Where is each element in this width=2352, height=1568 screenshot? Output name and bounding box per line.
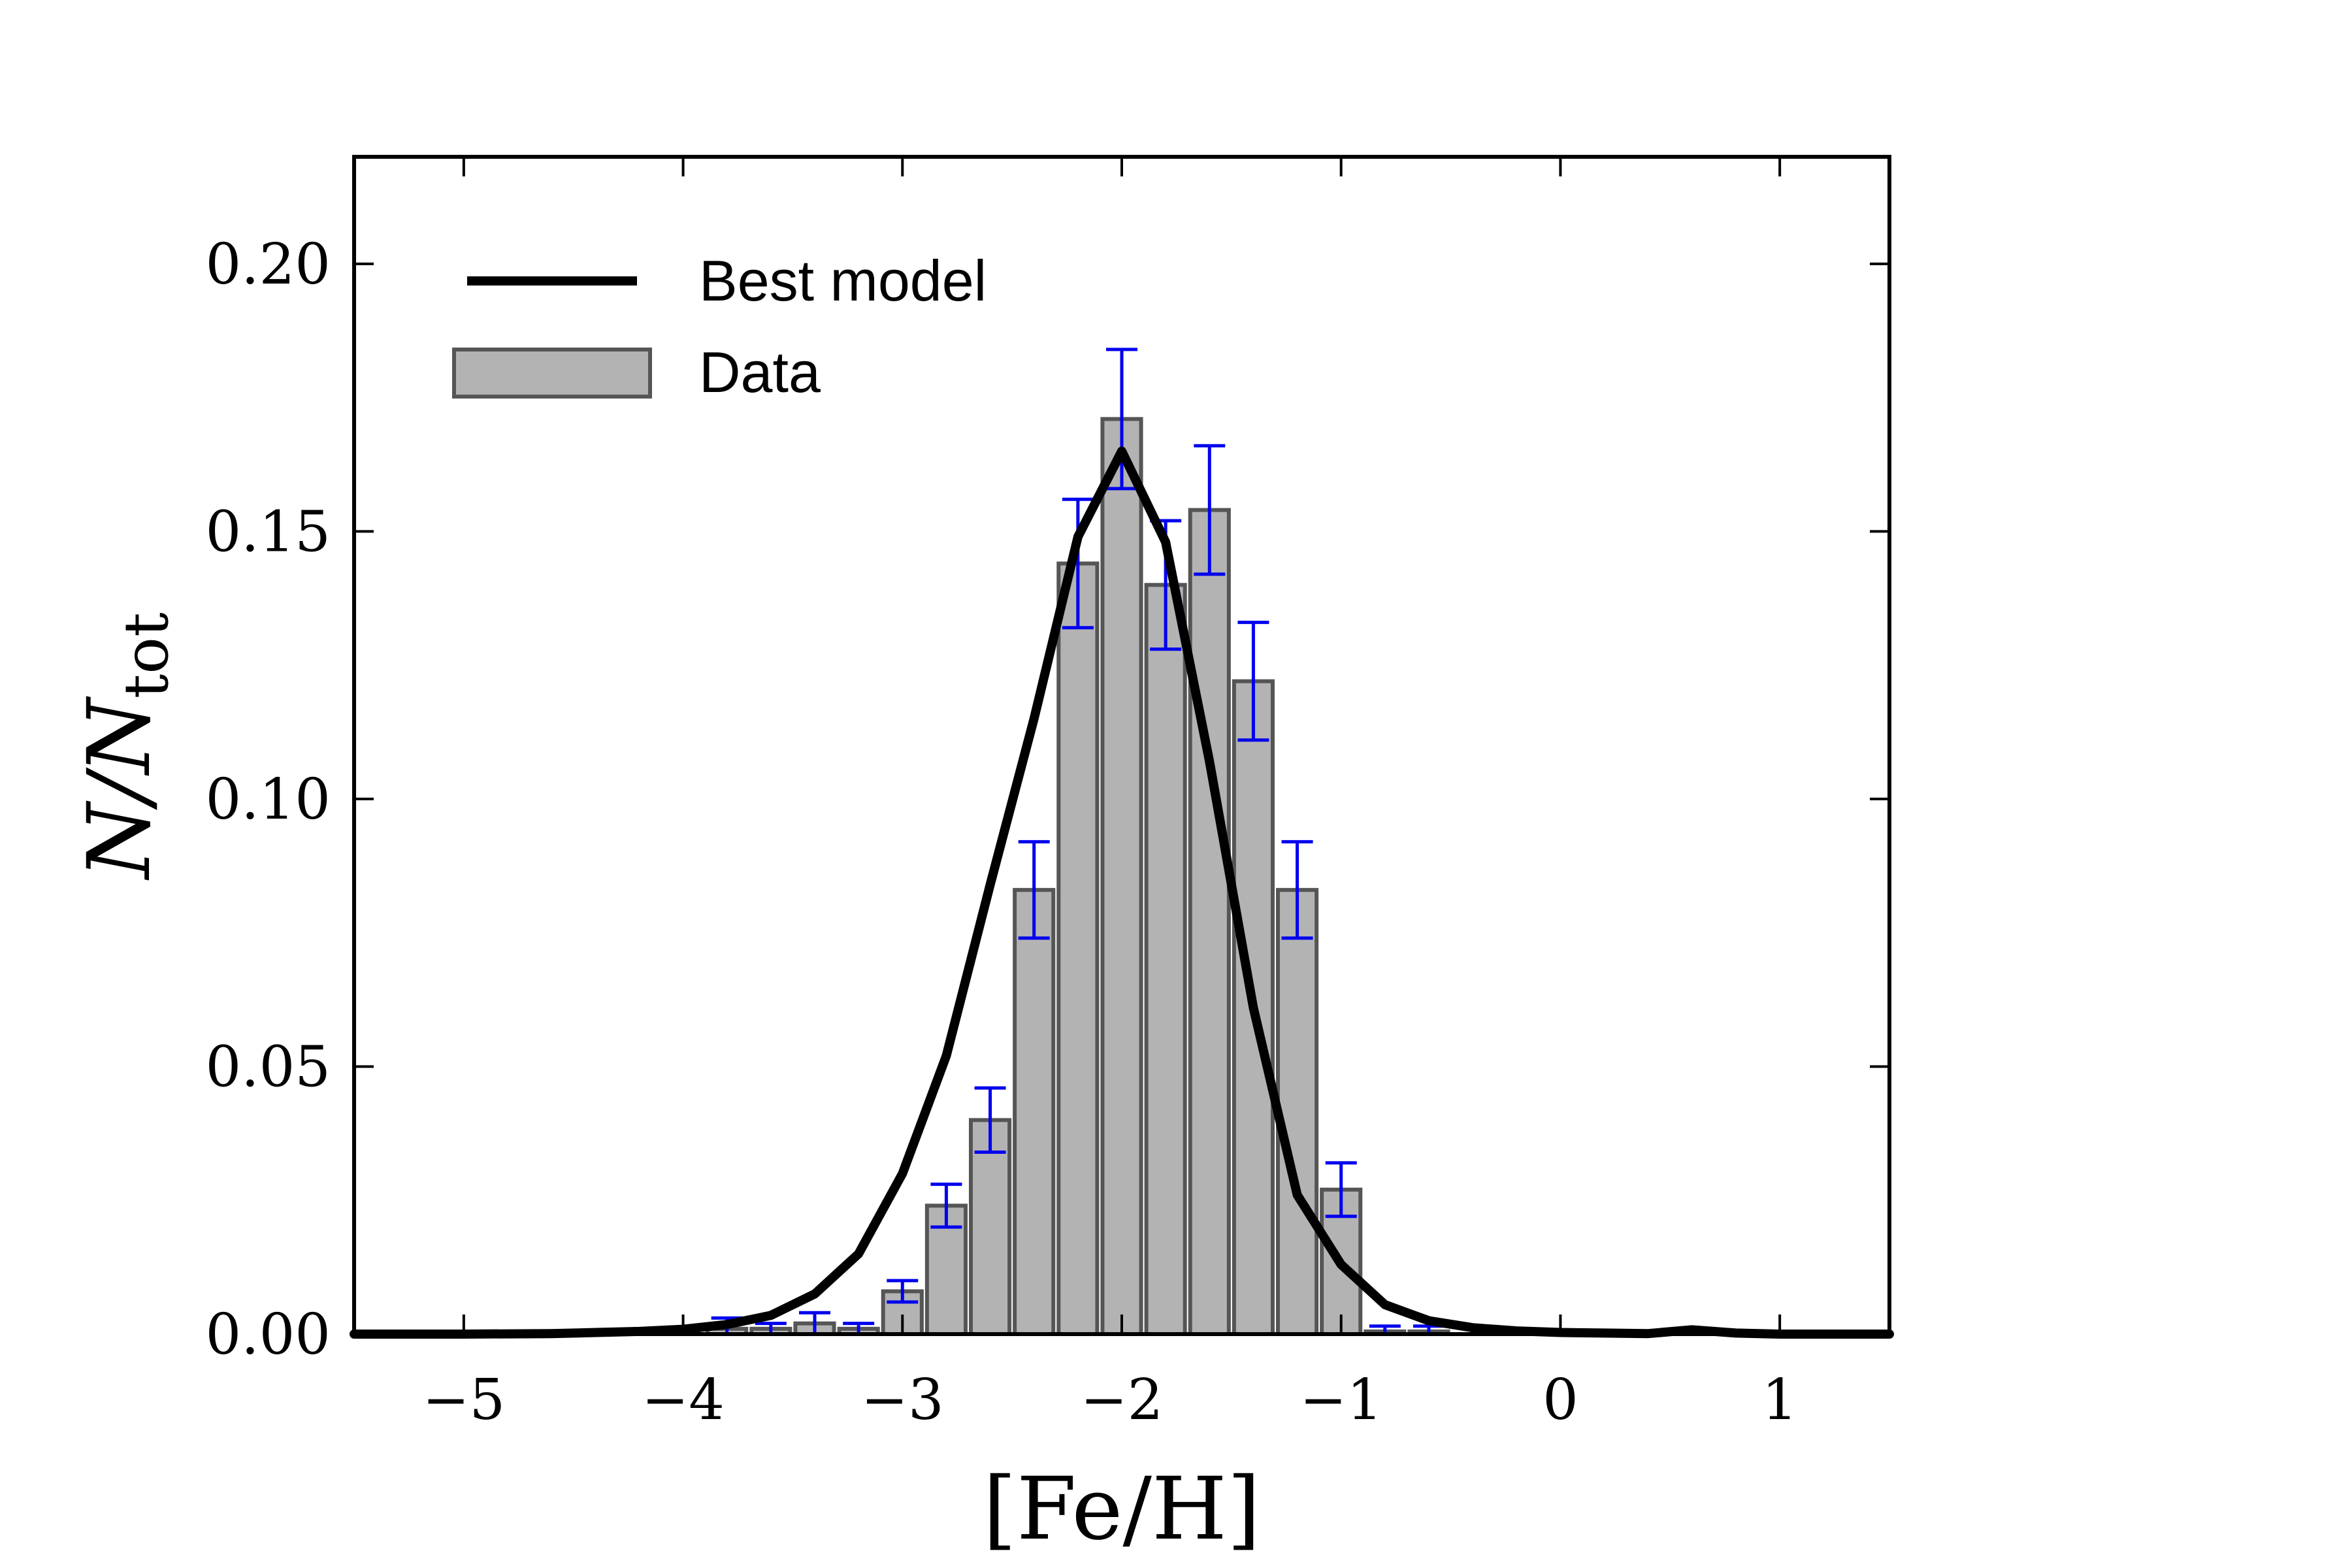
- x-tick-label: −3: [861, 1367, 944, 1433]
- y-tick-label: 0.00: [206, 1302, 331, 1367]
- histogram-bar: [1056, 561, 1100, 1337]
- histogram-bar: [969, 1118, 1012, 1336]
- y-axis-label-subscript: tot: [111, 612, 182, 698]
- histogram-bar: [1144, 583, 1187, 1336]
- error-bar: [1281, 840, 1313, 940]
- error-bar: [1106, 348, 1137, 491]
- histogram-bar: [1013, 888, 1056, 1336]
- plot-frame: [352, 155, 1891, 1336]
- histogram-bar: [1188, 508, 1231, 1336]
- y-tick-label: 0.05: [206, 1034, 331, 1100]
- error-bar: [930, 1183, 962, 1229]
- y-tick-labels: 0.00 0.05 0.10 0.15 0.20: [206, 232, 331, 1367]
- y-axis-label: N/Ntot: [69, 612, 182, 881]
- x-axis-label: [Fe/H]: [983, 1459, 1260, 1560]
- y-tick-label: 0.20: [206, 232, 331, 297]
- legend: Best model Data: [452, 248, 987, 404]
- x-tick-labels: −5 −4 −3 −2 −1 0 1: [422, 1367, 1797, 1433]
- legend-label-best-model: Best model: [699, 248, 987, 313]
- x-tick-label: −2: [1081, 1367, 1164, 1433]
- x-tick-label: 0: [1543, 1367, 1578, 1433]
- x-tick-label: −5: [422, 1367, 505, 1433]
- y-tick-label: 0.15: [206, 499, 331, 564]
- x-tick-label: 1: [1762, 1367, 1798, 1433]
- error-bar: [1018, 840, 1050, 940]
- error-bar: [887, 1279, 919, 1304]
- legend-patch-swatch: [452, 348, 652, 399]
- legend-label-data: Data: [699, 340, 821, 404]
- histogram-bar: [1276, 888, 1319, 1336]
- histogram-bars: [706, 417, 1450, 1337]
- histogram-bar: [1100, 417, 1143, 1337]
- y-tick-label: 0.10: [206, 767, 331, 832]
- x-tick-label: −4: [642, 1367, 725, 1433]
- error-bar: [974, 1086, 1006, 1154]
- error-bar: [1194, 444, 1226, 576]
- error-bar: [1237, 621, 1269, 742]
- error-bar: [1325, 1161, 1357, 1218]
- x-tick-label: −1: [1299, 1367, 1382, 1433]
- error-bar: [1062, 497, 1094, 630]
